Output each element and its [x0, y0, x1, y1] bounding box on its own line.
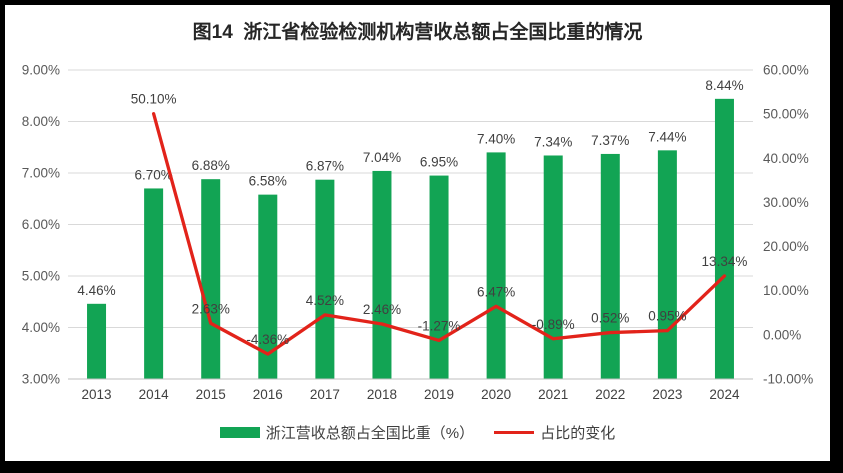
- svg-text:30.00%: 30.00%: [763, 195, 809, 210]
- svg-text:2.46%: 2.46%: [363, 302, 401, 317]
- svg-text:8.44%: 8.44%: [705, 78, 743, 93]
- svg-text:0.00%: 0.00%: [763, 327, 801, 342]
- svg-text:2023: 2023: [652, 387, 682, 402]
- svg-text:2017: 2017: [310, 387, 340, 402]
- svg-text:-10.00%: -10.00%: [763, 372, 813, 387]
- svg-text:2016: 2016: [253, 387, 283, 402]
- svg-text:20.00%: 20.00%: [763, 239, 809, 254]
- svg-text:6.95%: 6.95%: [420, 155, 458, 170]
- svg-text:13.34%: 13.34%: [702, 254, 748, 269]
- svg-text:2015: 2015: [196, 387, 226, 402]
- svg-text:2.63%: 2.63%: [192, 301, 230, 316]
- svg-text:2014: 2014: [139, 387, 170, 402]
- svg-text:60.00%: 60.00%: [763, 63, 809, 78]
- svg-text:6.70%: 6.70%: [134, 167, 172, 182]
- svg-text:7.00%: 7.00%: [22, 166, 60, 181]
- svg-text:3.00%: 3.00%: [22, 372, 60, 387]
- svg-text:6.88%: 6.88%: [192, 158, 230, 173]
- svg-text:2022: 2022: [595, 387, 625, 402]
- svg-text:6.00%: 6.00%: [22, 217, 60, 232]
- svg-text:2018: 2018: [367, 387, 397, 402]
- svg-text:5.00%: 5.00%: [22, 269, 60, 284]
- svg-text:10.00%: 10.00%: [763, 283, 809, 298]
- svg-text:0.95%: 0.95%: [648, 309, 686, 324]
- svg-text:2024: 2024: [709, 387, 740, 402]
- svg-text:2021: 2021: [538, 387, 568, 402]
- svg-text:6.58%: 6.58%: [249, 174, 287, 189]
- svg-text:7.40%: 7.40%: [477, 131, 515, 146]
- svg-text:6.47%: 6.47%: [477, 284, 515, 299]
- svg-text:7.34%: 7.34%: [534, 134, 572, 149]
- svg-text:50.10%: 50.10%: [131, 92, 177, 107]
- svg-text:2013: 2013: [82, 387, 112, 402]
- svg-text:-4.36%: -4.36%: [246, 332, 289, 347]
- svg-text:2020: 2020: [481, 387, 511, 402]
- svg-text:7.44%: 7.44%: [648, 129, 686, 144]
- svg-text:4.00%: 4.00%: [22, 320, 60, 335]
- svg-text:4.52%: 4.52%: [306, 293, 344, 308]
- svg-text:40.00%: 40.00%: [763, 151, 809, 166]
- svg-text:0.52%: 0.52%: [591, 311, 629, 326]
- svg-text:-1.27%: -1.27%: [418, 318, 461, 333]
- svg-text:50.00%: 50.00%: [763, 107, 809, 122]
- svg-text:6.87%: 6.87%: [306, 159, 344, 174]
- svg-text:7.04%: 7.04%: [363, 150, 401, 165]
- svg-text:9.00%: 9.00%: [22, 63, 60, 78]
- svg-text:8.00%: 8.00%: [22, 114, 60, 129]
- svg-text:-0.89%: -0.89%: [532, 317, 575, 332]
- svg-text:7.37%: 7.37%: [591, 133, 629, 148]
- svg-text:4.46%: 4.46%: [77, 283, 115, 298]
- svg-text:2019: 2019: [424, 387, 454, 402]
